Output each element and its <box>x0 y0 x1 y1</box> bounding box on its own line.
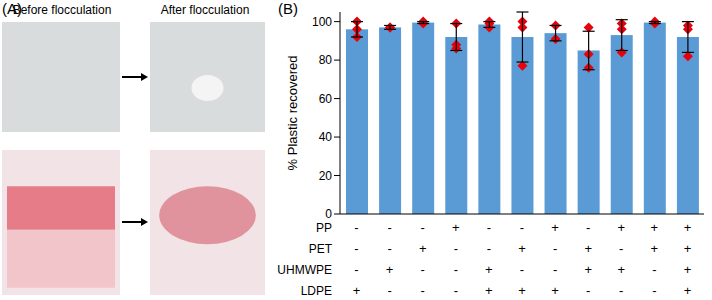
svg-text:(B): (B) <box>278 0 298 17</box>
svg-text:-: - <box>652 262 656 277</box>
svg-text:PP: PP <box>316 221 332 235</box>
svg-text:PET: PET <box>309 242 333 256</box>
svg-text:20: 20 <box>319 169 333 183</box>
svg-text:+: + <box>551 220 559 235</box>
svg-text:-: - <box>354 220 358 235</box>
svg-text:-: - <box>487 241 491 256</box>
svg-text:-: - <box>619 283 623 298</box>
svg-text:-: - <box>387 241 391 256</box>
svg-text:-: - <box>652 283 656 298</box>
svg-text:+: + <box>684 241 692 256</box>
svg-text:+: + <box>651 220 659 235</box>
svg-text:-: - <box>421 283 425 298</box>
svg-text:+: + <box>617 220 625 235</box>
svg-text:+: + <box>485 262 493 277</box>
svg-text:60: 60 <box>319 92 333 106</box>
svg-text:+: + <box>485 283 493 298</box>
svg-text:+: + <box>684 283 692 298</box>
svg-text:-: - <box>586 220 590 235</box>
svg-text:-: - <box>354 262 358 277</box>
svg-text:-: - <box>553 241 557 256</box>
svg-text:-: - <box>487 220 491 235</box>
svg-text:-: - <box>387 283 391 298</box>
svg-text:+: + <box>651 241 659 256</box>
svg-text:-: - <box>520 262 524 277</box>
svg-text:LDPE: LDPE <box>301 284 332 298</box>
svg-text:-: - <box>553 262 557 277</box>
svg-text:+: + <box>419 241 427 256</box>
svg-text:-: - <box>454 262 458 277</box>
svg-text:-: - <box>387 220 391 235</box>
svg-text:+: + <box>584 241 592 256</box>
svg-text:+: + <box>584 262 592 277</box>
svg-text:Before flocculation: Before flocculation <box>13 3 112 17</box>
svg-text:+: + <box>518 241 526 256</box>
svg-text:After flocculation: After flocculation <box>161 3 250 17</box>
svg-text:% Plastic recovered: % Plastic recovered <box>285 56 300 171</box>
svg-text:+: + <box>353 283 361 298</box>
svg-text:-: - <box>421 262 425 277</box>
svg-text:+: + <box>551 283 559 298</box>
svg-text:UHMWPE: UHMWPE <box>277 263 332 277</box>
svg-text:-: - <box>354 241 358 256</box>
svg-text:+: + <box>617 262 625 277</box>
svg-text:+: + <box>518 283 526 298</box>
svg-text:-: - <box>586 283 590 298</box>
svg-text:0: 0 <box>325 207 332 221</box>
svg-text:100: 100 <box>312 15 332 29</box>
svg-text:+: + <box>452 220 460 235</box>
svg-text:80: 80 <box>319 53 333 67</box>
svg-text:-: - <box>454 241 458 256</box>
svg-text:+: + <box>386 262 394 277</box>
svg-text:+: + <box>684 220 692 235</box>
svg-text:-: - <box>619 241 623 256</box>
svg-text:-: - <box>520 220 524 235</box>
svg-text:-: - <box>454 283 458 298</box>
svg-text:40: 40 <box>319 130 333 144</box>
svg-text:-: - <box>421 220 425 235</box>
svg-text:+: + <box>684 262 692 277</box>
